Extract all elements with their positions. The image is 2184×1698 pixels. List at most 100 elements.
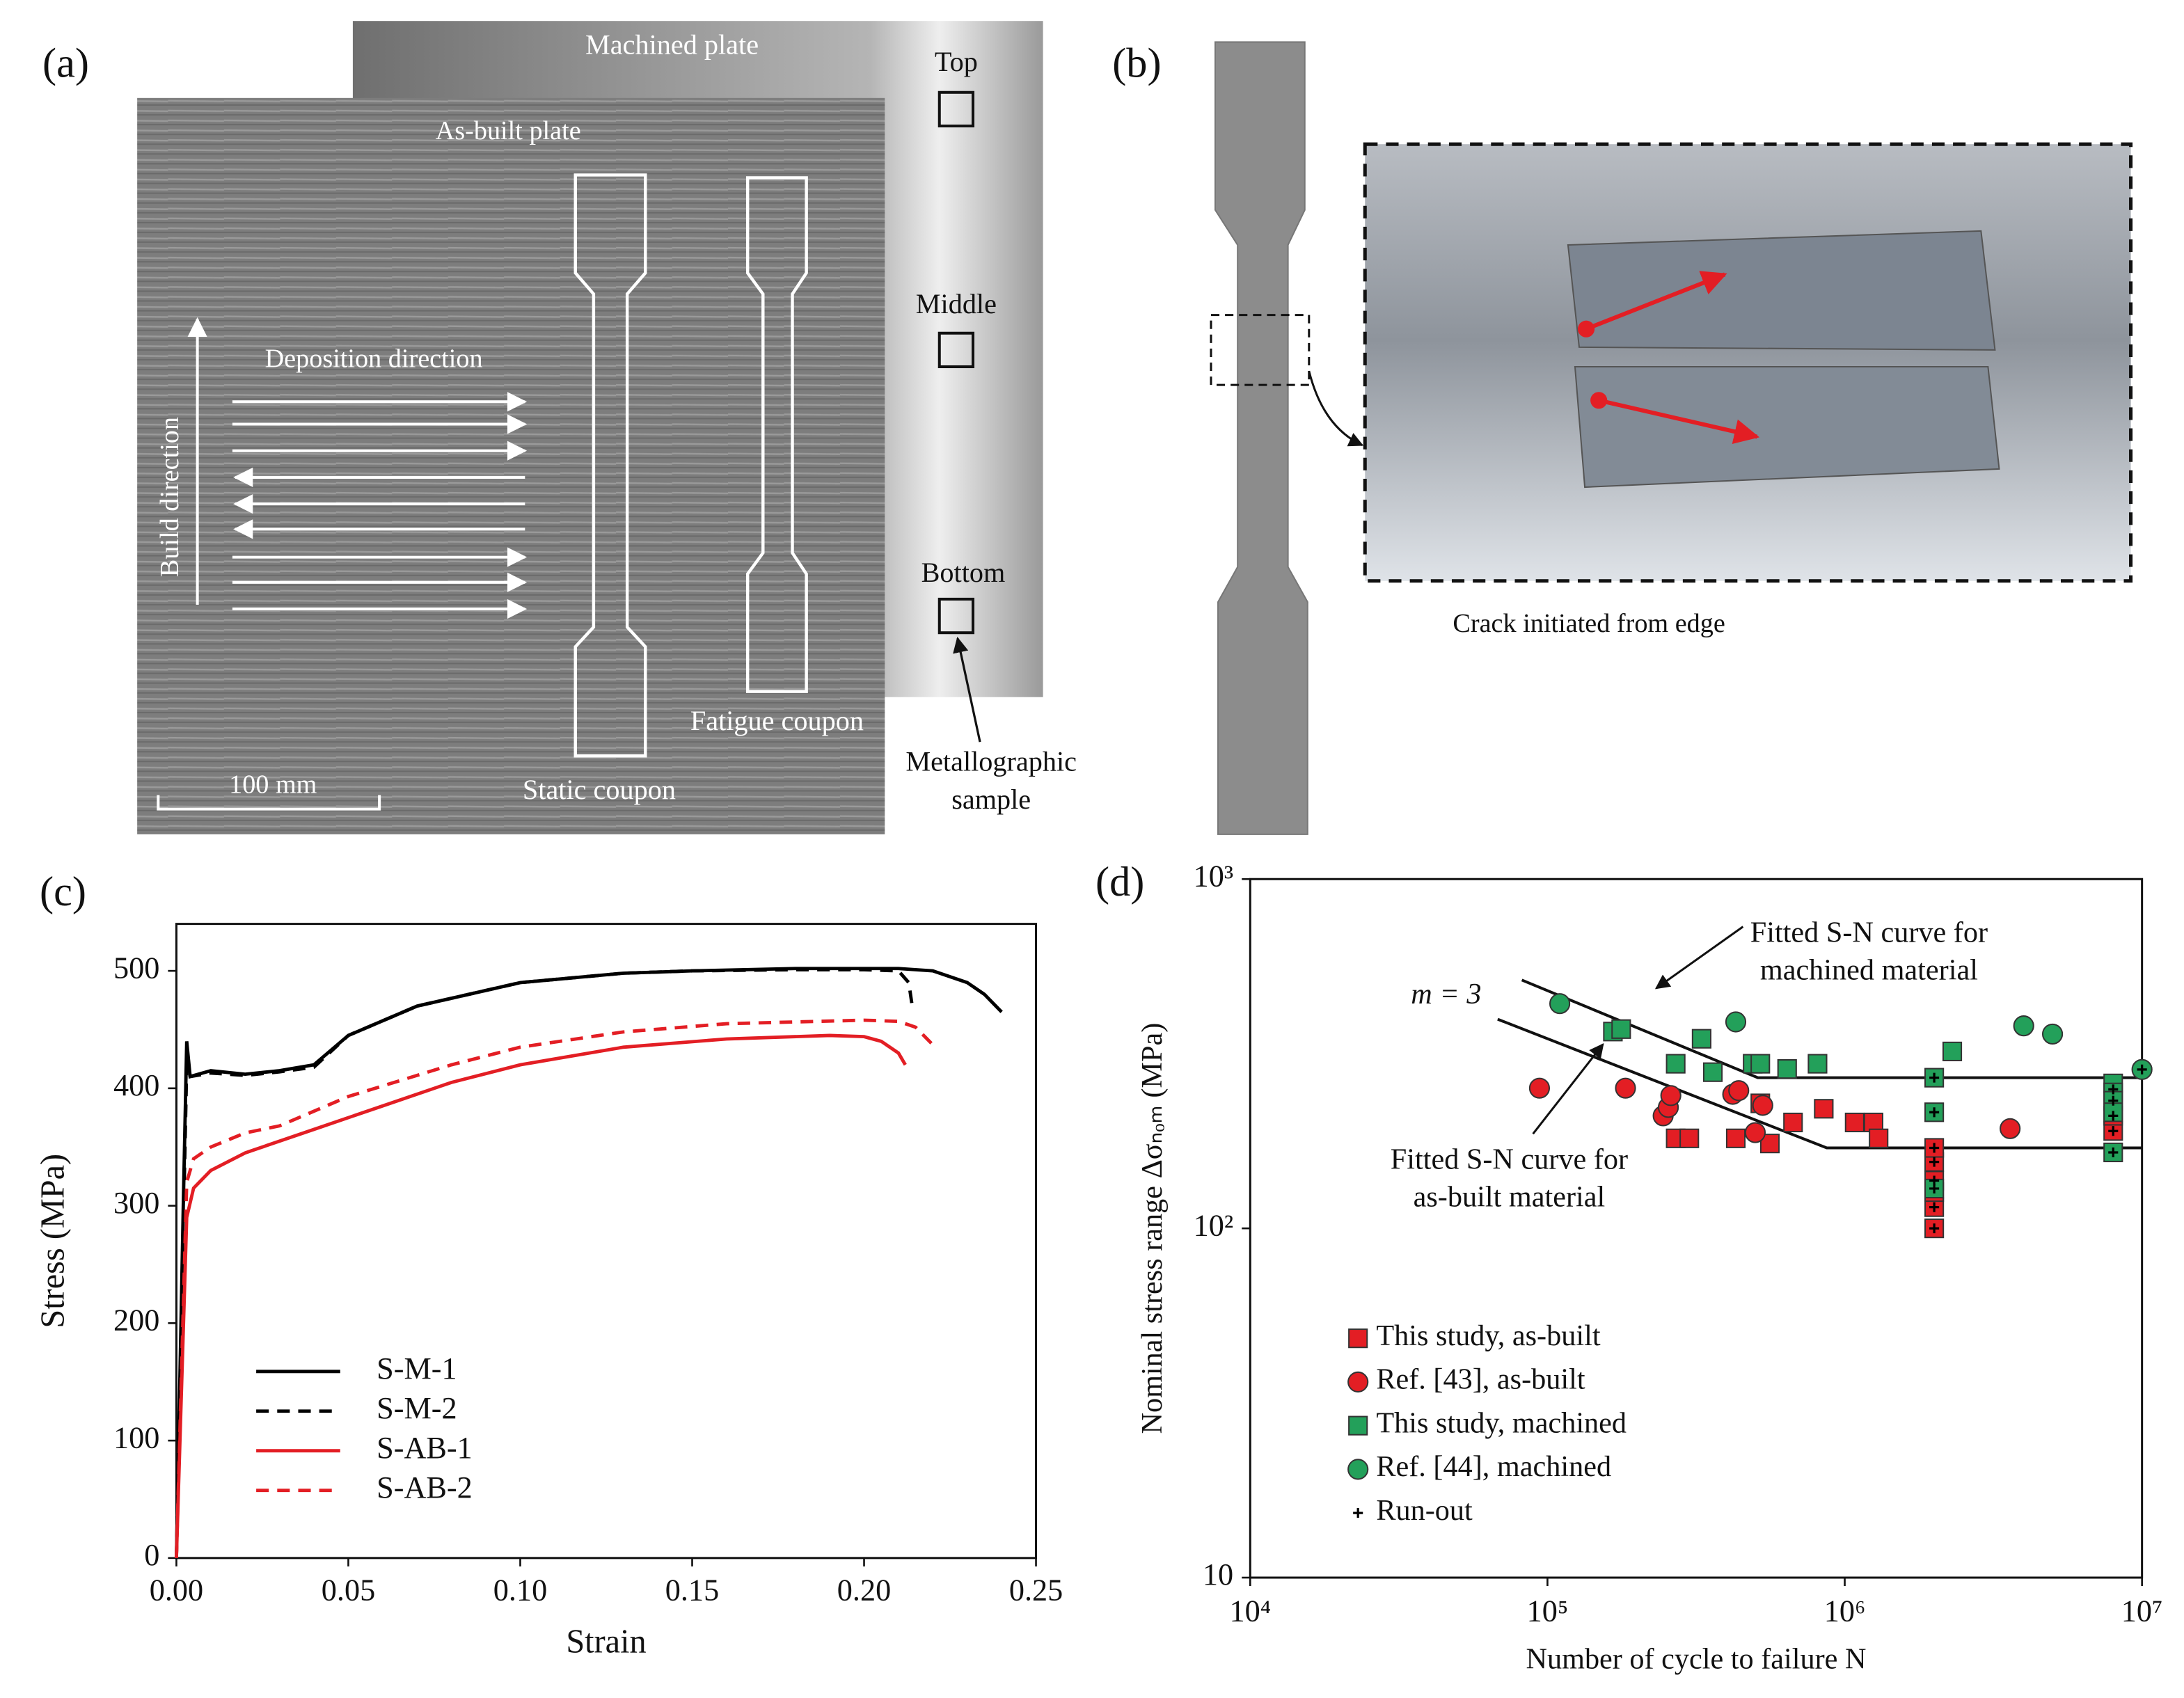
fit-line	[1497, 1017, 2142, 1150]
x-tick-label: 10⁶	[1824, 1594, 1866, 1628]
legend-label: This study, machined	[1376, 1406, 1627, 1439]
marker-plus	[2108, 1111, 2119, 1121]
arrow	[953, 637, 981, 743]
marker-square	[1844, 1112, 1865, 1133]
x-tick-label: 10⁷	[2121, 1594, 2163, 1628]
location-label: Middle	[916, 288, 997, 319]
marker-plus	[1929, 1175, 1940, 1186]
marker-square	[1702, 1062, 1723, 1082]
annotation: machined material	[1760, 954, 1978, 987]
y-tick-label: 400	[113, 1068, 159, 1102]
marker-square	[1807, 1054, 1828, 1074]
plot-frame	[175, 923, 1038, 1560]
photo-label: As-built plate	[436, 116, 581, 145]
chart: 10⁴ 10⁵ 10⁶ 10⁷ 10 10² 10³ (d) Number of cycle t…	[1095, 859, 2162, 1675]
marker-square	[1942, 1041, 1963, 1062]
marker-square	[1679, 1128, 1700, 1148]
marker-plus	[1929, 1157, 1940, 1167]
x-tick-label: 10⁴	[1229, 1594, 1271, 1628]
annotation: Metallographic	[905, 746, 1077, 777]
marker-plus	[2108, 1126, 2119, 1136]
crack-origin	[1590, 392, 1608, 409]
annotation: as-built material	[1414, 1181, 1606, 1214]
detail-box	[1210, 314, 1311, 386]
marker-circle	[1744, 1122, 1766, 1143]
crack-origin	[1578, 320, 1595, 338]
marker-square	[1777, 1059, 1797, 1079]
chart: 0.00 0.05 0.10 0.15 0.20 0.25 0 100 200 300 400 500…	[35, 868, 1063, 1660]
legend-label: This study, as-built	[1376, 1319, 1600, 1352]
x-axis-label: Number of cycle to failure N	[1526, 1642, 1866, 1675]
marker-square	[1691, 1029, 1711, 1049]
legend-swatch	[1347, 1459, 1369, 1480]
marker-plus	[2108, 1084, 2119, 1095]
fracture-photo	[1363, 142, 2133, 583]
marker-circle	[1725, 1011, 1747, 1033]
as-built-plate-photo	[137, 97, 885, 834]
legend-label: S-AB-2	[377, 1470, 473, 1505]
marker-square	[1814, 1099, 1834, 1119]
marker-plus	[2108, 1147, 2119, 1158]
marker-square	[1783, 1112, 1803, 1133]
marker-square	[1759, 1134, 1780, 1154]
fracture-block	[1574, 366, 2000, 489]
location-label: Top	[935, 46, 978, 77]
x-axis-label: Strain	[566, 1624, 646, 1660]
shape	[937, 597, 975, 635]
line-series	[175, 1018, 935, 1558]
panel-a: (a) Machined plate As-built plate Top Mi…	[42, 21, 1077, 834]
shape	[937, 90, 975, 128]
legend-swatch	[1348, 1328, 1368, 1349]
marker-square	[2103, 1142, 2123, 1163]
marker-circle	[1728, 1080, 1750, 1102]
annotation-arrow	[1654, 926, 1744, 990]
legend-label: Ref. [44], machined	[1376, 1450, 1611, 1483]
y-tick-label: 10³	[1194, 859, 1234, 893]
marker-circle	[1752, 1095, 1773, 1116]
location-label: Bottom	[921, 557, 1006, 588]
legend-swatch	[1348, 1415, 1368, 1436]
specimen-photo	[1214, 41, 1308, 835]
panel-label: (c)	[40, 868, 86, 915]
x-tick-label: 0.05	[322, 1573, 375, 1607]
marker-circle	[2000, 1118, 2021, 1139]
marker-circle	[1528, 1077, 1551, 1099]
scale-label: 100 mm	[229, 770, 317, 799]
y-tick-label: 0	[144, 1538, 159, 1572]
marker-plus	[1929, 1072, 1940, 1083]
y-tick-label: 100	[113, 1420, 159, 1454]
annotation-arrow	[1532, 1042, 1604, 1135]
marker-circle	[1549, 993, 1571, 1015]
marker-circle	[1615, 1077, 1636, 1099]
fit-line	[1521, 978, 2142, 1079]
y-tick-label: 500	[113, 951, 159, 985]
marker-circle	[1660, 1085, 1681, 1106]
shape	[573, 173, 647, 758]
legend-label: Run-out	[1376, 1494, 1473, 1527]
scale-bar	[157, 795, 381, 811]
marker-circle	[2013, 1015, 2034, 1037]
annotation: Static coupon	[523, 774, 676, 805]
line-series	[175, 1033, 907, 1558]
panel-label: (d)	[1095, 859, 1144, 905]
y-axis-label: Stress (MPa)	[35, 1154, 72, 1328]
legend-swatch	[1347, 1371, 1369, 1392]
marker-plus	[1929, 1143, 1940, 1153]
arrow	[1308, 370, 1364, 447]
sample-boxes	[937, 90, 975, 635]
shape	[745, 176, 808, 693]
marker-plus	[1929, 1107, 1940, 1118]
y-tick-label: 200	[113, 1303, 159, 1338]
marker-square	[1611, 1019, 1631, 1039]
x-tick-label: 0.00	[150, 1573, 203, 1607]
shape	[937, 331, 975, 369]
line-series	[175, 967, 1003, 1558]
fracture-block	[1567, 230, 1996, 351]
legend-label: S-M-2	[377, 1391, 457, 1425]
panel-label: (a)	[42, 40, 89, 86]
x-tick-label: 10⁵	[1527, 1594, 1569, 1628]
y-tick-label: 10²	[1194, 1208, 1234, 1242]
coupon-outlines	[573, 173, 808, 758]
